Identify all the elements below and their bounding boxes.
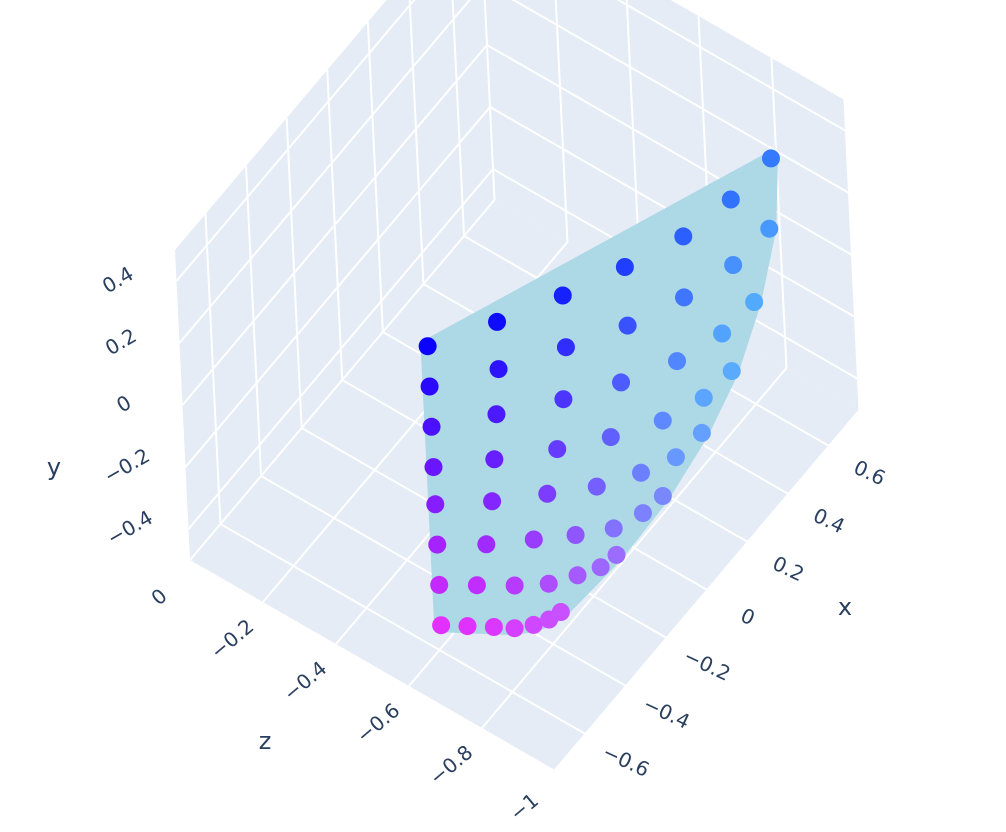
point — [761, 149, 780, 168]
grid-line — [554, 0, 569, 243]
point — [612, 373, 631, 392]
point — [604, 519, 623, 538]
tick-label: 0.6 — [850, 455, 889, 490]
point — [713, 324, 732, 343]
point — [724, 256, 743, 274]
point — [554, 390, 573, 409]
point — [467, 576, 486, 595]
tick-label: −0.6 — [599, 739, 653, 781]
point — [524, 615, 543, 634]
point — [485, 450, 504, 469]
point — [524, 530, 543, 549]
point — [484, 618, 503, 636]
point — [633, 504, 652, 523]
point — [489, 360, 508, 379]
point — [675, 288, 694, 307]
point — [505, 576, 524, 595]
grid-line — [616, 0, 847, 132]
point — [674, 227, 693, 246]
y-axis-title: y — [47, 453, 61, 481]
tick-label: −0.8 — [425, 740, 478, 790]
point — [424, 458, 443, 477]
point — [591, 558, 610, 577]
point — [653, 411, 672, 430]
grid-line — [481, 367, 788, 729]
point — [607, 545, 626, 564]
point — [653, 487, 672, 505]
grid-line — [189, 199, 496, 561]
point — [568, 566, 587, 585]
grid-line — [219, 523, 586, 735]
point — [487, 405, 506, 424]
point — [722, 362, 741, 381]
point — [618, 316, 637, 335]
grid-line — [184, 106, 491, 468]
point — [488, 312, 507, 331]
tick-label: −0.2 — [680, 643, 734, 685]
tick-label: −0.4 — [279, 656, 332, 706]
point — [477, 535, 496, 554]
point — [615, 258, 634, 276]
tick-label: −1 — [505, 788, 543, 825]
tick-label: 0.4 — [98, 261, 138, 298]
point — [422, 417, 441, 436]
point — [483, 492, 502, 511]
tick-label: −0.2 — [100, 443, 154, 488]
point — [601, 428, 620, 447]
grid-line — [554, 409, 861, 771]
tick-label: 0.2 — [769, 551, 808, 586]
tick-label: 0.4 — [810, 503, 849, 538]
tick-label: −0.6 — [352, 698, 405, 748]
point — [551, 603, 570, 621]
x-axis-title: x — [838, 593, 852, 621]
point — [428, 535, 447, 554]
point — [721, 190, 740, 209]
grid-line — [486, 44, 853, 256]
grid-line — [187, 168, 494, 530]
point — [632, 463, 650, 482]
point — [692, 423, 711, 442]
point — [548, 440, 567, 459]
point — [666, 448, 685, 467]
point — [556, 338, 575, 357]
point — [694, 388, 713, 407]
tick-label: 0.2 — [101, 323, 141, 360]
tick-label: 0 — [737, 603, 759, 630]
tick-label: −0.4 — [103, 505, 157, 550]
point — [566, 526, 585, 544]
grid-line — [181, 44, 488, 406]
point — [553, 286, 572, 305]
tick-label: −0.2 — [206, 614, 259, 664]
grid-line — [175, 0, 416, 282]
point — [420, 377, 439, 396]
point — [505, 619, 524, 638]
grid-line — [511, 0, 850, 194]
grid-line — [483, 0, 496, 201]
point — [430, 575, 449, 594]
point — [587, 477, 606, 496]
point — [418, 337, 437, 356]
tick-label: 0 — [146, 584, 171, 611]
point — [458, 617, 477, 636]
point — [745, 293, 764, 311]
grid-line — [770, 57, 788, 369]
tick-label: −0.4 — [640, 691, 694, 733]
point — [760, 219, 779, 238]
z-axis-title: z — [259, 727, 272, 755]
grid-line — [843, 99, 861, 411]
point — [426, 495, 445, 514]
grid-line — [178, 0, 471, 344]
point — [668, 352, 687, 371]
tick-label: 0 — [112, 390, 135, 417]
point — [539, 574, 558, 593]
point — [432, 616, 451, 635]
back-wall-panel — [175, 0, 495, 560]
point — [538, 484, 557, 503]
